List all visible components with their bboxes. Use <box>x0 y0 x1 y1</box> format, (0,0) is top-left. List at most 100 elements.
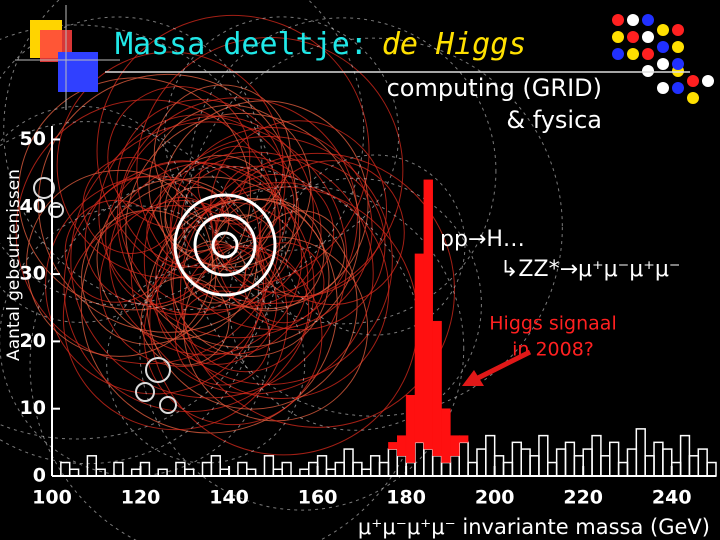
track <box>0 16 263 306</box>
bar <box>316 455 328 477</box>
bar <box>564 441 576 477</box>
bar <box>609 441 620 477</box>
bar <box>600 455 611 477</box>
dot <box>702 75 714 87</box>
track <box>130 151 374 395</box>
track <box>146 198 358 410</box>
dot <box>642 31 654 43</box>
track <box>139 185 465 511</box>
x-tick-label: 120 <box>121 487 161 509</box>
bar <box>423 179 433 450</box>
track <box>116 97 358 339</box>
x-tick-label: 220 <box>563 487 603 509</box>
bar <box>210 455 221 477</box>
bar <box>679 434 691 477</box>
dot <box>672 58 684 70</box>
bar <box>343 448 354 477</box>
bar <box>449 455 461 477</box>
dot <box>642 65 654 77</box>
dot <box>642 48 654 60</box>
blob <box>48 202 64 218</box>
mondrian-logo <box>15 5 120 110</box>
bar <box>538 434 549 477</box>
dot <box>672 82 684 94</box>
track <box>284 154 466 336</box>
bar <box>388 442 398 450</box>
track <box>125 112 361 348</box>
dot <box>612 14 624 26</box>
annotation: Higgs signaal <box>489 313 616 335</box>
blob <box>145 357 171 383</box>
bar <box>493 455 505 477</box>
track <box>3 0 365 311</box>
ring <box>193 213 257 277</box>
dot <box>627 14 639 26</box>
bar <box>352 461 363 477</box>
track <box>143 246 323 426</box>
bar <box>361 468 372 477</box>
dot <box>627 31 639 43</box>
x-tick-label: 160 <box>298 487 338 509</box>
bar <box>688 455 700 477</box>
track <box>153 84 291 222</box>
bar <box>219 468 230 477</box>
dot <box>687 75 699 87</box>
track <box>62 205 288 431</box>
bar <box>272 468 283 477</box>
x-axis-label: μ⁺μ⁻μ⁺μ⁻ invariante massa (GeV) <box>358 515 710 539</box>
annotation: ↳ZZ*→μ⁺μ⁻μ⁺μ⁻ <box>500 257 680 282</box>
bar <box>369 455 381 477</box>
annotation: pp→H… <box>440 227 525 252</box>
plot: 0 10 20 30 40 50 100 120 140 160 180 200 220 240 <box>20 126 717 509</box>
bar <box>86 455 98 477</box>
dot <box>657 41 669 53</box>
y-tick-label: 50 <box>20 128 46 150</box>
bar <box>458 441 469 477</box>
y-tick-label: 40 <box>20 195 46 217</box>
dot <box>612 31 624 43</box>
bar <box>299 468 310 477</box>
bar <box>459 435 469 443</box>
bar <box>573 455 584 477</box>
track <box>136 36 404 304</box>
track <box>38 73 298 333</box>
subtitle: & fysica <box>506 106 602 134</box>
bar <box>325 468 337 477</box>
title-part: Massa deeltje: <box>115 27 368 62</box>
track <box>64 199 168 303</box>
track <box>26 169 214 357</box>
track <box>56 51 284 279</box>
dot <box>642 14 654 26</box>
bar <box>617 461 629 477</box>
track <box>243 242 325 324</box>
dot <box>687 92 699 104</box>
bar <box>476 448 487 477</box>
bar <box>334 461 345 477</box>
bar <box>387 448 399 477</box>
bar <box>414 253 425 443</box>
bar <box>511 441 522 477</box>
dot <box>612 48 624 60</box>
logo-square <box>58 52 98 92</box>
y-tick-label: 10 <box>20 397 46 419</box>
chart-title: Massa deeltje: de Higgs <box>115 27 526 62</box>
arrow <box>476 349 532 381</box>
bar <box>405 394 416 463</box>
bar <box>520 448 531 477</box>
track <box>82 156 180 254</box>
bar <box>281 461 292 477</box>
y-axis-label: Aantal gebeurtenissen <box>4 169 24 361</box>
track <box>105 160 261 316</box>
title-part: de Higgs <box>382 27 527 62</box>
x-tick-label: 180 <box>386 487 426 509</box>
y-tick-label: 30 <box>20 263 46 285</box>
blob <box>159 396 177 414</box>
bar <box>432 320 442 457</box>
ring <box>173 193 277 297</box>
bar <box>307 461 319 477</box>
bar <box>653 441 664 477</box>
blob <box>135 382 155 402</box>
bar <box>670 461 682 477</box>
track <box>17 77 251 311</box>
